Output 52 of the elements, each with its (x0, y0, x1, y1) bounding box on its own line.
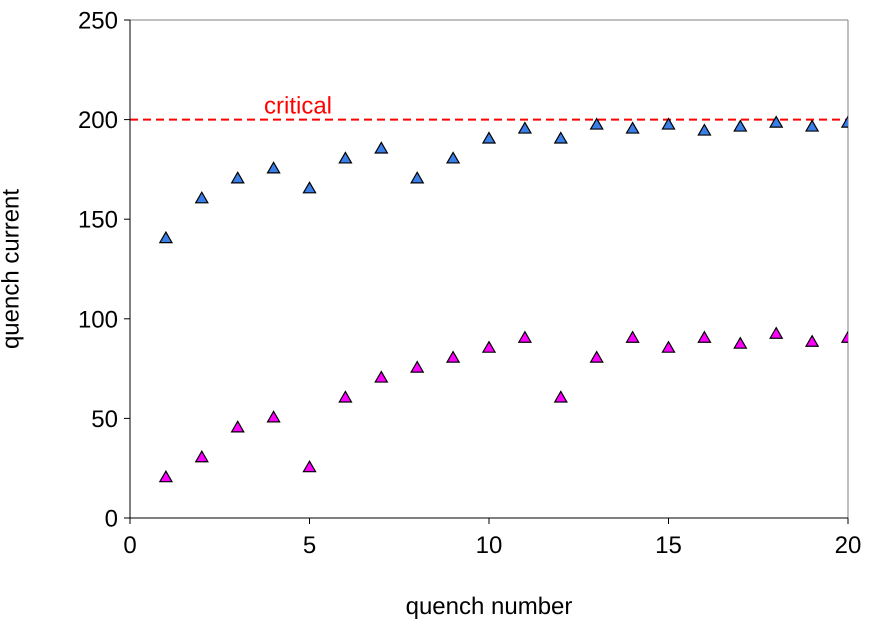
point (698, 331, 712, 343)
point (231, 420, 244, 432)
point (734, 120, 747, 132)
point (338, 152, 352, 164)
point (195, 192, 208, 204)
x-tick-label: 20 (834, 532, 862, 560)
point (446, 152, 460, 164)
point (302, 460, 316, 472)
point (374, 142, 388, 154)
point (482, 341, 496, 353)
y-axis-title: quench current (0, 188, 25, 350)
point (374, 370, 388, 383)
point (159, 232, 173, 244)
point (410, 172, 424, 184)
point (410, 360, 424, 373)
point (482, 132, 496, 144)
ref-line-label: critical (264, 92, 332, 120)
point (554, 390, 568, 403)
point (626, 122, 640, 134)
x-tick-label: 10 (476, 532, 502, 560)
point (590, 118, 604, 130)
point (302, 182, 316, 194)
point (159, 470, 173, 482)
point (626, 331, 640, 343)
point (590, 351, 604, 363)
point (662, 341, 676, 353)
point (231, 172, 244, 184)
y-tick-label: 0 (104, 506, 118, 533)
point (266, 410, 280, 423)
point (518, 331, 532, 343)
y-tick-label: 250 (78, 8, 118, 35)
y-tick-label: 50 (91, 406, 118, 433)
point (770, 327, 783, 339)
x-tick-label: 5 (302, 532, 316, 560)
point (554, 132, 568, 144)
point (662, 118, 676, 130)
x-tick-label: 15 (655, 532, 682, 560)
point (805, 335, 819, 347)
point (195, 450, 208, 462)
x-axis-title: quench number (406, 593, 572, 620)
point (518, 122, 532, 134)
x-tick-label: 0 (123, 532, 137, 560)
y-tick-label: 100 (78, 306, 118, 334)
point (734, 337, 747, 349)
point (698, 124, 712, 136)
point (338, 390, 352, 403)
y-tick-label: 200 (78, 107, 118, 134)
point (266, 162, 280, 174)
point (446, 351, 460, 363)
y-tick-label: 150 (78, 206, 118, 234)
point (770, 116, 783, 128)
point (805, 120, 819, 132)
